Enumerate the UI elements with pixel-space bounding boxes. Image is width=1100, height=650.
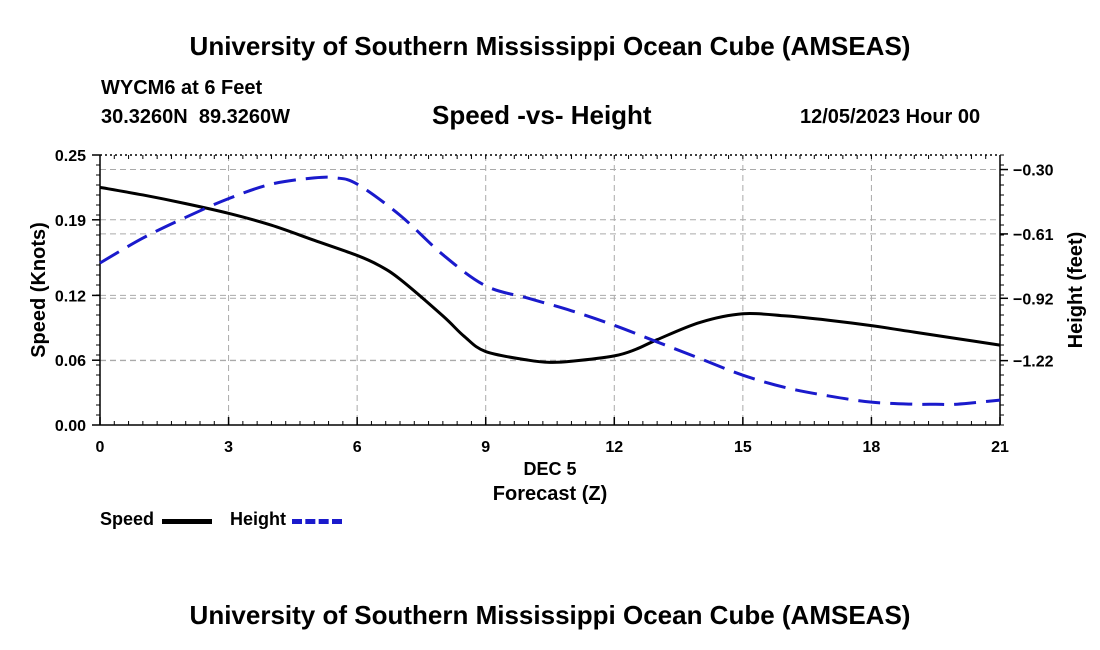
x-tick-label: 12	[605, 439, 623, 456]
datetime-label: 12/05/2023 Hour 00	[800, 106, 981, 128]
height-series-line	[99, 175, 1001, 407]
y-left-axis-label: Speed (Knots)	[28, 222, 50, 358]
y-right-tick-label: −0.61	[1013, 227, 1054, 244]
x-axis-date-label: DEC 5	[523, 459, 576, 479]
y-left-tick-label: 0.19	[55, 213, 86, 230]
y-right-tick-label: −0.30	[1013, 163, 1054, 180]
legend-speed-swatch	[162, 519, 212, 524]
title-bottom: University of Southern Mississippi Ocean…	[189, 600, 911, 630]
y-right-tick-label: −1.22	[1013, 354, 1054, 371]
x-tick-label: 9	[481, 439, 490, 456]
chart-subtitle: Speed -vs- Height	[432, 100, 652, 130]
y-left-tick-label: 0.06	[55, 353, 86, 370]
x-tick-label: 6	[353, 439, 362, 456]
x-tick-label: 0	[96, 439, 105, 456]
title-top: University of Southern Mississippi Ocean…	[189, 31, 911, 61]
y-right-tick-label: −0.92	[1013, 291, 1054, 308]
y-left-tick-label: 0.00	[55, 418, 86, 435]
speed-series-line	[99, 185, 1001, 364]
legend-speed-label: Speed	[100, 509, 155, 529]
x-tick-label: 3	[224, 439, 233, 456]
y-right-axis-label: Height (feet)	[1065, 232, 1087, 349]
x-tick-label: 18	[863, 439, 881, 456]
coordinates-label: 30.3260N 89.3260W	[101, 106, 291, 128]
x-axis-label: Forecast (Z)	[493, 483, 607, 505]
y-left-tick-label: 0.12	[55, 288, 86, 305]
x-tick-label: 21	[991, 439, 1009, 456]
legend-height-label: Height	[230, 509, 286, 529]
legend-height-swatch	[292, 519, 342, 524]
y-left-tick-label: 0.25	[55, 148, 86, 165]
x-tick-label: 15	[734, 439, 752, 456]
station-label: WYCM6 at 6 Feet	[101, 77, 263, 99]
